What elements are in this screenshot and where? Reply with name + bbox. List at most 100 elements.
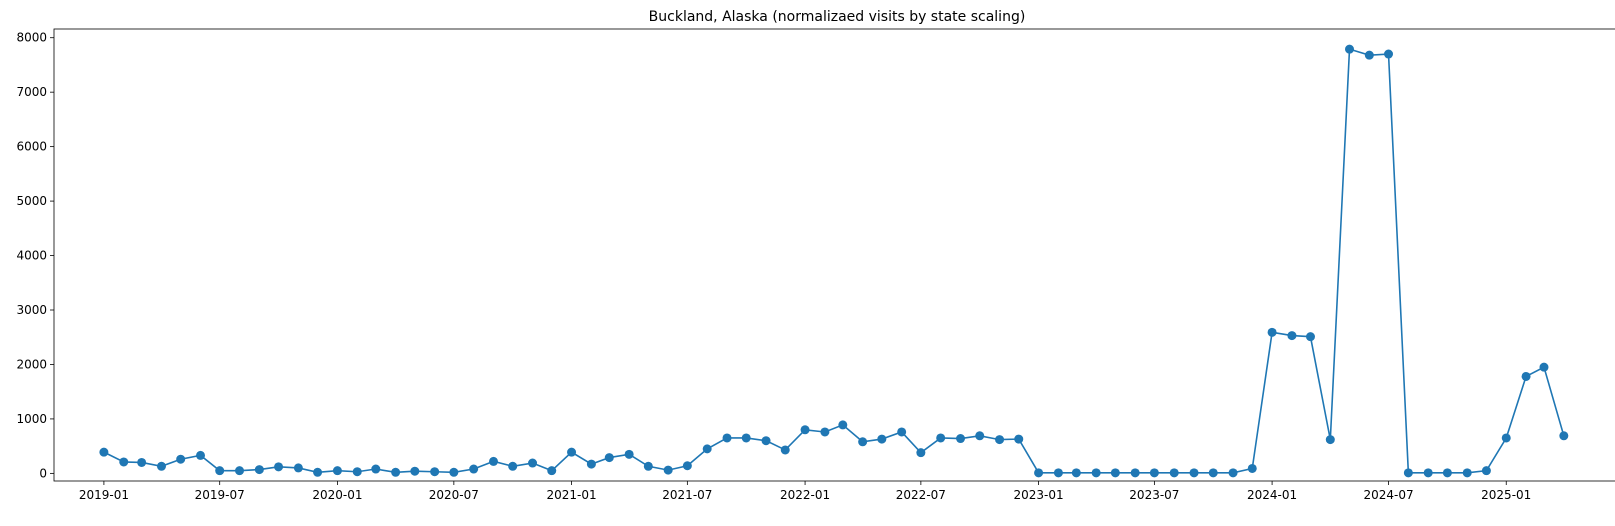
data-point: [1110, 468, 1120, 478]
data-point: [722, 433, 732, 443]
data-point: [391, 467, 401, 477]
data-point: [1130, 468, 1140, 478]
data-point: [643, 461, 653, 471]
data-point: [1071, 468, 1081, 478]
data-point: [682, 461, 692, 471]
data-point: [956, 434, 966, 444]
data-point: [624, 449, 634, 459]
data-point: [1189, 468, 1199, 478]
data-point: [1403, 468, 1413, 478]
data-point: [858, 437, 868, 447]
data-point: [1287, 331, 1297, 341]
x-tick-label: 2019-01: [79, 488, 129, 502]
x-tick-label: 2023-01: [1014, 488, 1064, 502]
data-point: [196, 450, 206, 460]
data-point: [547, 466, 557, 476]
data-point: [663, 465, 673, 475]
data-point: [1423, 468, 1433, 478]
data-point: [489, 456, 499, 466]
data-point: [995, 435, 1005, 445]
data-point: [1345, 44, 1355, 54]
data-point: [410, 466, 420, 476]
data-point: [1267, 327, 1277, 337]
data-point: [1208, 468, 1218, 478]
data-point: [897, 427, 907, 437]
x-tick-label: 2020-01: [312, 488, 362, 502]
x-tick-label: 2024-07: [1363, 488, 1413, 502]
data-point: [274, 462, 284, 472]
data-point: [916, 448, 926, 458]
x-tick-label: 2025-01: [1481, 488, 1531, 502]
y-tick-label: 3000: [16, 303, 47, 317]
data-point: [702, 444, 712, 454]
data-point: [800, 425, 810, 435]
y-tick-label: 2000: [16, 357, 47, 371]
data-point: [313, 467, 323, 477]
data-point: [936, 433, 946, 443]
x-tick-label: 2024-01: [1247, 488, 1297, 502]
data-point: [820, 427, 830, 437]
x-tick-label: 2021-01: [546, 488, 596, 502]
data-point: [1501, 433, 1511, 443]
data-point: [332, 466, 342, 476]
data-point: [508, 461, 518, 471]
data-point: [1053, 468, 1063, 478]
y-tick-label: 5000: [16, 194, 47, 208]
data-point: [1228, 468, 1238, 478]
y-tick-label: 7000: [16, 85, 47, 99]
data-point: [586, 459, 596, 469]
series-layer: [99, 44, 1569, 478]
data-point: [1014, 434, 1024, 444]
data-point: [1149, 468, 1159, 478]
data-point: [1325, 435, 1335, 445]
y-tick-label: 1000: [16, 412, 47, 426]
data-point: [235, 466, 245, 476]
data-point: [293, 463, 303, 473]
y-tick-label: 8000: [16, 31, 47, 45]
data-point: [99, 447, 109, 457]
data-point: [137, 457, 147, 467]
data-point: [1169, 468, 1179, 478]
data-point: [449, 467, 459, 477]
data-point: [780, 445, 790, 455]
data-point: [975, 431, 985, 441]
data-point: [371, 464, 381, 474]
data-point: [1442, 468, 1452, 478]
x-tick-label: 2019-07: [195, 488, 245, 502]
data-point: [215, 466, 225, 476]
data-point: [1384, 49, 1394, 59]
data-point: [1559, 431, 1569, 441]
data-point: [761, 436, 771, 446]
data-point: [254, 465, 264, 475]
data-point: [119, 457, 129, 467]
data-point: [156, 461, 166, 471]
data-point: [1034, 468, 1044, 478]
data-point: [1364, 50, 1374, 60]
data-point: [1305, 332, 1315, 342]
data-point: [1091, 468, 1101, 478]
data-point: [352, 467, 362, 477]
data-point: [1247, 463, 1257, 473]
data-point: [528, 458, 538, 468]
y-tick-label: 6000: [16, 140, 47, 154]
data-point: [430, 467, 440, 477]
x-tick-label: 2022-01: [780, 488, 830, 502]
data-point: [604, 453, 614, 463]
plot-frame: [53, 28, 1615, 482]
y-axis: 0 1000 2000 3000 4000 5000 6000 7000 8000: [16, 31, 54, 480]
x-tick-label: 2021-07: [662, 488, 712, 502]
data-point: [567, 447, 577, 457]
data-point: [1481, 466, 1491, 476]
y-tick-label: 4000: [16, 249, 47, 263]
y-tick-label: 0: [39, 466, 47, 480]
data-point: [838, 420, 848, 430]
data-point: [176, 454, 186, 464]
series-line: [103, 48, 1565, 474]
data-point: [877, 434, 887, 444]
x-axis: 2019-01 2019-07 2020-01 2020-07 2021-01 2021-…: [79, 481, 1531, 502]
data-point: [469, 464, 479, 474]
data-point: [1539, 362, 1549, 372]
chart-title: Buckland, Alaska (normalizaed visits by …: [649, 9, 1026, 25]
x-tick-label: 2023-07: [1129, 488, 1179, 502]
